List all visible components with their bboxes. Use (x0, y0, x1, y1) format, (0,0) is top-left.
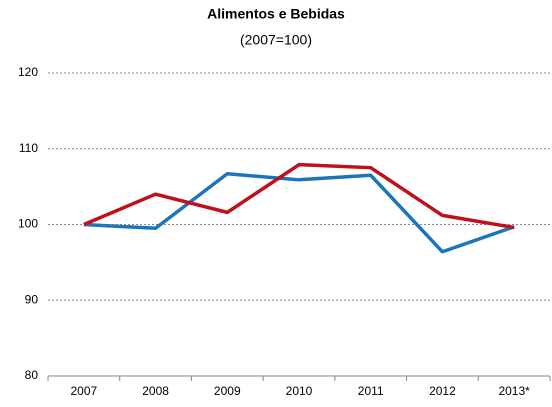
series-line (83, 162, 515, 230)
series-line (83, 171, 515, 254)
x-tick-label: 2011 (358, 384, 384, 398)
x-tick-label: 2012 (429, 384, 456, 398)
x-tick-label: 2009 (214, 384, 241, 398)
y-tick-label: 120 (18, 65, 38, 79)
chart-subtitle: (2007=100) (240, 32, 312, 48)
chart-title: Alimentos e Bebidas (207, 6, 345, 22)
y-tick-label: 100 (18, 217, 38, 231)
x-tick-label: 2008 (142, 384, 169, 398)
x-tick-label: 2013* (498, 384, 530, 398)
y-tick-label: 90 (25, 292, 39, 306)
y-tick-label: 110 (19, 141, 38, 155)
x-tick-label: 2010 (286, 384, 313, 398)
x-tick-label: 2007 (71, 384, 98, 398)
y-tick-label: 80 (25, 368, 39, 382)
